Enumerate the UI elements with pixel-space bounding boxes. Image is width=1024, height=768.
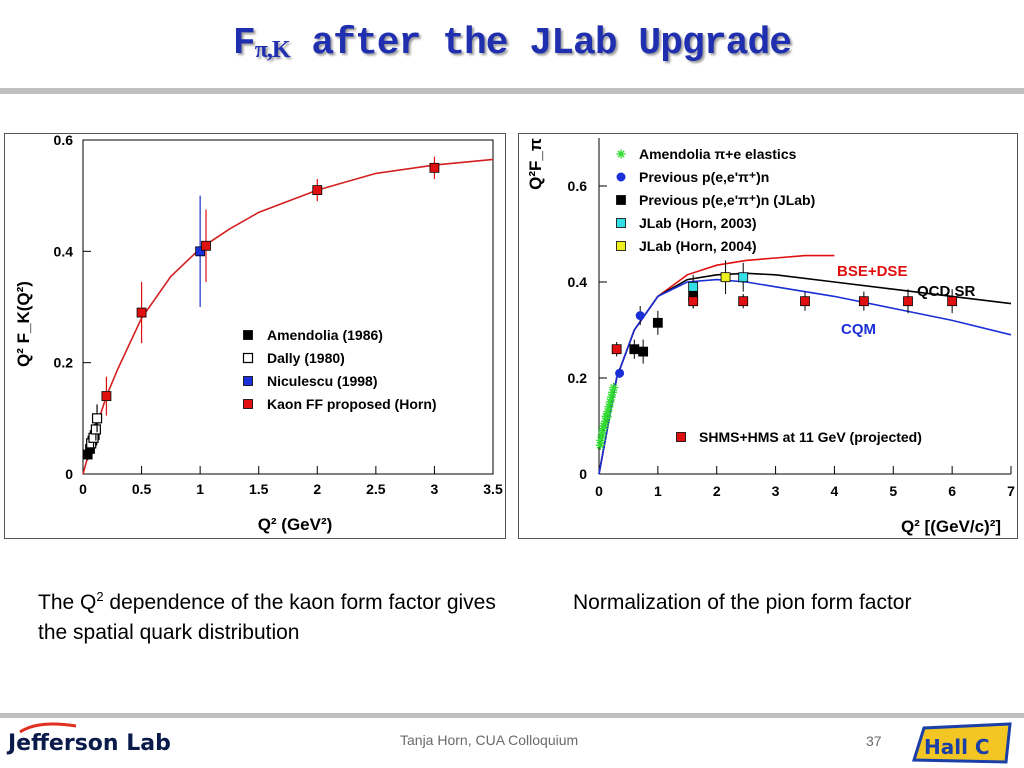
pion-curve-label: CQM: [841, 321, 876, 338]
pion-x-tick-label: 0: [595, 483, 603, 499]
pion-data-point: [720, 272, 731, 283]
kaon-data-point: [136, 307, 147, 318]
footer-presenter: Tanja Horn, CUA Colloquium: [400, 732, 579, 748]
pion-legend-marker: [676, 432, 686, 442]
kaon-form-factor-plot: 0 0.5 1 1.5 2 2.5 3 3.5 0 0.2 0.4 0.6 Q² (GeV²) Q² F_…: [4, 133, 506, 539]
kaon-axes-box: [82, 139, 494, 475]
kaon-legend-marker: [243, 330, 253, 340]
hall-c-logo-text: Hall C: [924, 735, 990, 759]
kaon-x-tick-label: 2.5: [366, 481, 386, 497]
kaon-x-tick-label: 0: [79, 481, 87, 497]
pion-y-axis-label: Q²F_π: [526, 138, 545, 190]
pion-model-curve: [598, 278, 1012, 475]
jlab-swoosh-icon: [19, 722, 77, 734]
kaon-x-tick-label: 1.5: [249, 481, 269, 497]
pion-x-axis-label: Q² [(GeV/c)²]: [901, 517, 1001, 536]
kaon-data-point: [88, 432, 99, 443]
kaon-caption: The Q2 dependence of the kaon form facto…: [38, 589, 496, 644]
footer-divider: [0, 713, 1024, 718]
pion-data-point: [858, 296, 869, 307]
pion-legend-marker: [616, 172, 626, 182]
page-number: 37: [866, 733, 882, 749]
kaon-x-tick-label: 3: [431, 481, 439, 497]
pion-legend-label: Previous p(e,e'π⁺)n: [639, 169, 769, 185]
pion-data-point: [738, 272, 749, 283]
title-divider: [0, 88, 1024, 94]
pion-data-point: [688, 281, 699, 292]
pion-x-tick-label: 2: [713, 483, 721, 499]
pion-data-point: [635, 311, 645, 321]
pion-legend-label: Amendolia π+e elastics: [639, 146, 797, 162]
pion-legend-marker: [616, 149, 626, 159]
pion-y-tick-label: 0.2: [568, 370, 588, 386]
pion-legend-marker: [616, 241, 626, 251]
pion-data-point: [800, 296, 810, 307]
kaon-data-point: [91, 413, 103, 424]
pion-data-point: [688, 296, 699, 307]
pion-legend-marker: [616, 218, 626, 228]
pion-curve-label: QCD SR: [917, 283, 976, 300]
kaon-legend-label: Dally (1980): [267, 350, 345, 366]
pion-x-tick-label: 1: [654, 483, 662, 499]
kaon-legend-marker: [242, 352, 254, 364]
pion-data-point: [615, 368, 625, 378]
pion-caption: Normalization of the pion form factor: [573, 591, 912, 614]
pion-legend-marker: [616, 195, 626, 205]
pion-data-point: [638, 346, 649, 357]
jefferson-lab-logo: Jefferson Lab: [8, 731, 171, 756]
pion-x-tick-label: 7: [1007, 483, 1015, 499]
kaon-data-point: [429, 162, 440, 173]
pion-legend-label: Previous p(e,e'π⁺)n (JLab): [639, 192, 815, 208]
pion-x-tick-label: 6: [948, 483, 956, 499]
hall-c-logo: Hall C: [911, 722, 1012, 764]
pion-x-tick-label: 5: [889, 483, 897, 499]
kaon-legend-label: Amendolia (1986): [267, 327, 383, 343]
pion-legend-label: JLab (Horn, 2004): [639, 238, 756, 254]
kaon-legend-label: Kaon FF proposed (Horn): [267, 396, 437, 412]
pion-data-point: [738, 296, 749, 307]
pion-data-point: [652, 317, 663, 328]
pion-x-tick-label: 3: [772, 483, 780, 499]
kaon-y-tick-label: 0.4: [54, 243, 74, 259]
pion-data-point: [611, 344, 622, 355]
pion-legend-label: SHMS+HMS at 11 GeV (projected): [699, 429, 922, 445]
kaon-x-tick-label: 3.5: [483, 481, 503, 497]
pion-legend-label: JLab (Horn, 2003): [639, 215, 756, 231]
slide-title: Fπ,K after the JLab Upgrade: [232, 22, 792, 65]
pion-data-point: [629, 344, 640, 355]
pion-data-point: [903, 296, 913, 307]
kaon-y-axis-label: Q² F_K(Q²): [14, 281, 33, 367]
kaon-y-tick-label: 0.6: [54, 134, 74, 148]
kaon-x-tick-label: 1: [196, 481, 204, 497]
pion-y-tick-label: 0.4: [568, 274, 588, 290]
kaon-legend-marker: [243, 399, 253, 409]
pion-form-factor-plot: 0 1 2 3 4 5 6 7 0 0.2 0.4 0.6 Q² [(GeV/c)²] Q²F_π BSE+…: [518, 133, 1018, 539]
pion-curve-label: BSE+DSE: [837, 263, 907, 280]
pion-data-point: [947, 296, 958, 307]
pion-x-tick-label: 4: [831, 483, 839, 499]
kaon-x-tick-label: 2: [313, 481, 321, 497]
pion-y-tick-label: 0: [579, 466, 587, 482]
pion-y-tick-label: 0.6: [568, 178, 588, 194]
kaon-data-point: [201, 240, 211, 251]
kaon-x-axis-label: Q² (GeV²): [258, 515, 333, 534]
kaon-data-point: [195, 246, 206, 257]
kaon-data-point: [312, 185, 323, 195]
kaon-legend-marker: [243, 376, 253, 386]
kaon-data-point: [101, 391, 112, 401]
kaon-x-tick-label: 0.5: [132, 481, 152, 497]
kaon-data-point: [90, 424, 101, 435]
kaon-y-tick-label: 0.2: [54, 355, 74, 371]
kaon-legend-label: Niculescu (1998): [267, 373, 378, 389]
kaon-y-tick-label: 0: [65, 466, 73, 482]
pion-data-point: [609, 383, 619, 393]
